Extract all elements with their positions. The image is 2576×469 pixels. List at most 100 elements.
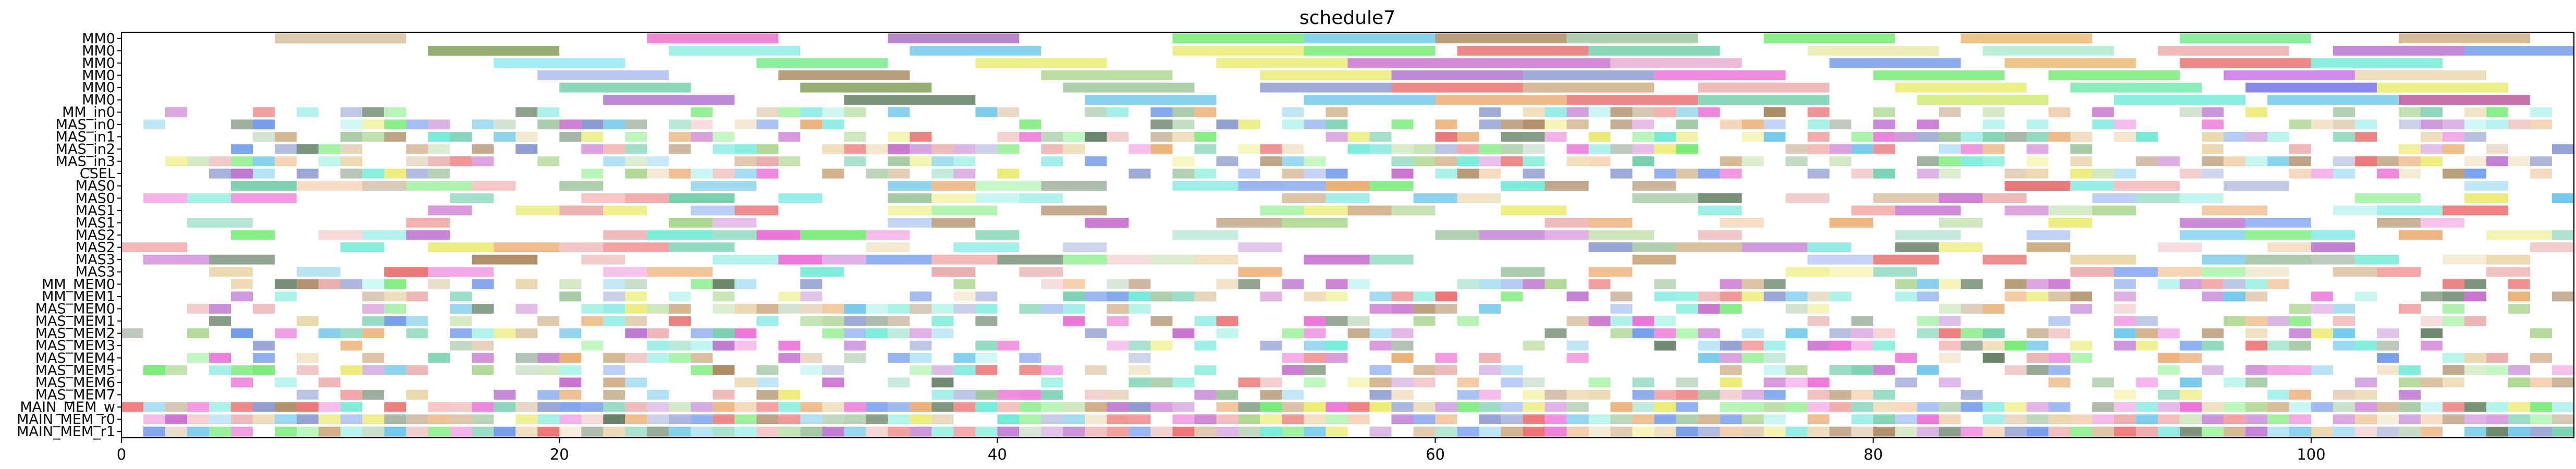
task-bar [297,279,319,289]
task-bar [910,144,932,154]
task-bar [1654,402,1676,412]
task-bar [1939,304,1961,314]
task-bar [581,254,625,265]
task-bar [1632,390,1654,400]
task-bar [1720,217,1764,228]
y-tick-label: MAS_in1 [56,129,115,145]
task-bar [1391,291,1414,302]
task-bar [1457,377,1479,388]
task-bar [1960,279,1983,289]
task-bar [800,82,932,93]
task-bar [778,402,801,412]
task-bar [1369,144,1392,154]
y-tick-label: MAS_MEM6 [35,375,115,391]
task-bar [581,144,604,154]
task-bar [559,353,582,363]
task-bar [1216,316,1238,326]
task-bar [647,340,669,351]
task-bar [1785,267,1830,277]
task-bar [1304,33,1436,44]
task-bar [231,156,253,166]
task-bar [1807,45,1939,56]
task-bar [1939,340,1961,351]
task-bar [1544,390,1567,400]
task-bar [1194,365,1217,375]
task-bar [1128,365,1151,375]
task-bar [2420,316,2443,326]
task-bar [1807,107,1830,117]
task-bar [1413,316,1436,326]
task-bar [428,242,494,253]
task-bar [756,144,779,154]
task-bar [516,279,538,289]
task-bar [1632,377,1654,388]
task-bar [297,353,319,363]
task-bar [1741,390,1764,400]
task-bar [1851,365,1873,375]
task-bar [1698,193,1742,203]
task-bar [975,291,998,302]
task-bar [1698,168,1720,179]
task-bar [1150,316,1173,326]
task-bar [1391,304,1414,314]
task-bar [472,426,494,437]
task-bar [2354,131,2377,142]
task-bar [2092,193,2136,203]
task-bar [1391,414,1414,425]
task-bar [494,426,516,437]
task-bar [800,119,823,130]
task-bar [581,193,625,203]
task-bar [1807,304,1830,314]
task-bar [516,414,538,425]
task-bar [2026,291,2048,302]
task-bar [2070,304,2092,314]
task-bar [384,279,407,289]
task-bar [713,291,735,302]
task-bar [318,426,341,437]
task-bar [1960,156,1983,166]
task-bar [1785,156,1808,166]
task-bar [1457,45,1589,56]
task-bar [2420,217,2464,228]
task-bar [800,316,823,326]
task-bar [253,304,275,314]
task-bar [1216,279,1238,289]
task-bar [143,193,188,203]
task-bar [2048,328,2070,339]
task-bar [2157,365,2180,375]
task-bar [2267,365,2289,375]
task-bar [2530,107,2552,117]
task-bar [187,217,253,228]
task-bar [2442,131,2464,142]
task-bar [1457,402,1479,412]
task-bar [778,304,801,314]
task-bar [2530,242,2574,253]
task-bar [1041,414,1063,425]
task-bar [1741,414,1764,425]
task-bar [2026,168,2048,179]
task-bar [2070,144,2092,154]
task-bar [1982,107,2005,117]
task-bar [1851,340,1873,351]
task-bar [1960,131,1983,142]
task-bar [1194,426,1217,437]
y-tick-label: MM_in0 [62,104,115,120]
task-bar [2354,426,2377,437]
task-bar [1720,414,1742,425]
task-bar [866,254,932,265]
task-bar [1895,230,1961,240]
task-bar [625,291,647,302]
task-bar [1654,316,1676,326]
task-bar [1807,242,1851,253]
task-bar [2048,377,2070,388]
task-bar [406,230,450,240]
task-bar [1369,291,1392,302]
task-bar [756,316,779,326]
task-bar [603,230,647,240]
task-bar [2026,230,2070,240]
task-bar [1457,390,1479,400]
task-bar [1019,119,1041,130]
task-bar [888,181,932,191]
task-bar [1304,254,1370,265]
task-bar [953,304,976,314]
